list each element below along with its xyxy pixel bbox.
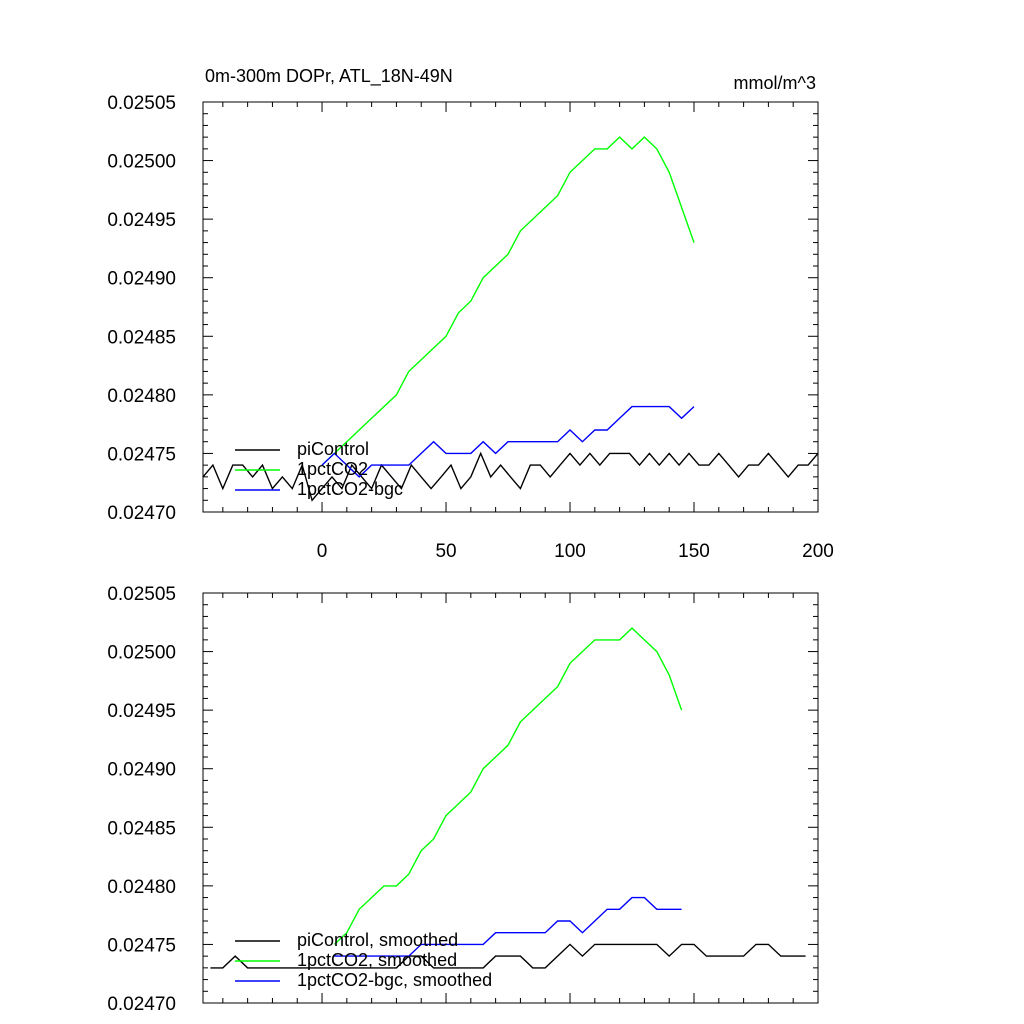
chart-panel-2: 0.02505 0.02500 0.02495 0.02490 0.02485 0.024…: [107, 584, 819, 1015]
legend-label-1pctco2-bgc-smoothed: 1pctCO2-bgc, smoothed: [297, 970, 492, 990]
x-tick-label: 50: [435, 541, 456, 562]
legend-label-picontrol: piControl: [297, 439, 369, 459]
x-tick-label: 0: [317, 541, 328, 562]
y-tick-label: 0.02505: [107, 584, 176, 605]
series-line-1pctco2-smoothed: [333, 627, 683, 945]
y-tick-label: 0.02480: [107, 877, 176, 898]
legend-label-1pctco2: 1pctCO2: [297, 459, 368, 479]
y-tick-label: 0.02480: [107, 386, 176, 407]
series-line-1pctco2-bgc: [321, 405, 695, 478]
y-tick-label: 0.02495: [107, 701, 176, 722]
series-line-1pctco2-bgc-smoothed: [334, 896, 682, 957]
x-tick-label: 200: [802, 541, 834, 562]
plot-frame: [202, 592, 819, 1004]
y-tick-label: 0.02485: [107, 818, 176, 839]
legend-label-picontrol-smoothed: piControl, smoothed: [297, 930, 458, 950]
legend-label-1pctco2-smoothed: 1pctCO2, smoothed: [297, 950, 457, 970]
y-tick-label: 0.02475: [107, 935, 176, 956]
series-line-1pctco2: [321, 136, 695, 466]
series-line-picontrol-smoothed: [210, 943, 806, 969]
legend-label-1pctco2-bgc: 1pctCO2-bgc: [297, 479, 403, 499]
y-tick-label: 0.02505: [107, 93, 176, 114]
chart-title: 0m-300m DOPr, ATL_18N-49N: [205, 66, 453, 87]
x-tick-label: 100: [554, 541, 586, 562]
y-tick-label: 0.02490: [107, 760, 176, 781]
units-label: mmol/m^3: [734, 73, 816, 93]
y-tick-label: 0.02475: [107, 444, 176, 465]
chart-panel-1: 0.02505 0.02500 0.02495 0.02490 0.02485 0.024…: [107, 66, 834, 562]
y-tick-label: 0.02490: [107, 269, 176, 290]
y-tick-label: 0.02500: [107, 643, 176, 664]
series-line-picontrol: [202, 451, 819, 502]
y-tick-label: 0.02495: [107, 210, 176, 231]
y-tick-label: 0.02485: [107, 327, 176, 348]
x-tick-label: 150: [678, 541, 710, 562]
y-tick-label: 0.02470: [107, 503, 176, 524]
plot-frame: [202, 101, 819, 513]
y-tick-label: 0.02500: [107, 152, 176, 173]
y-tick-label: 0.02470: [107, 994, 176, 1015]
